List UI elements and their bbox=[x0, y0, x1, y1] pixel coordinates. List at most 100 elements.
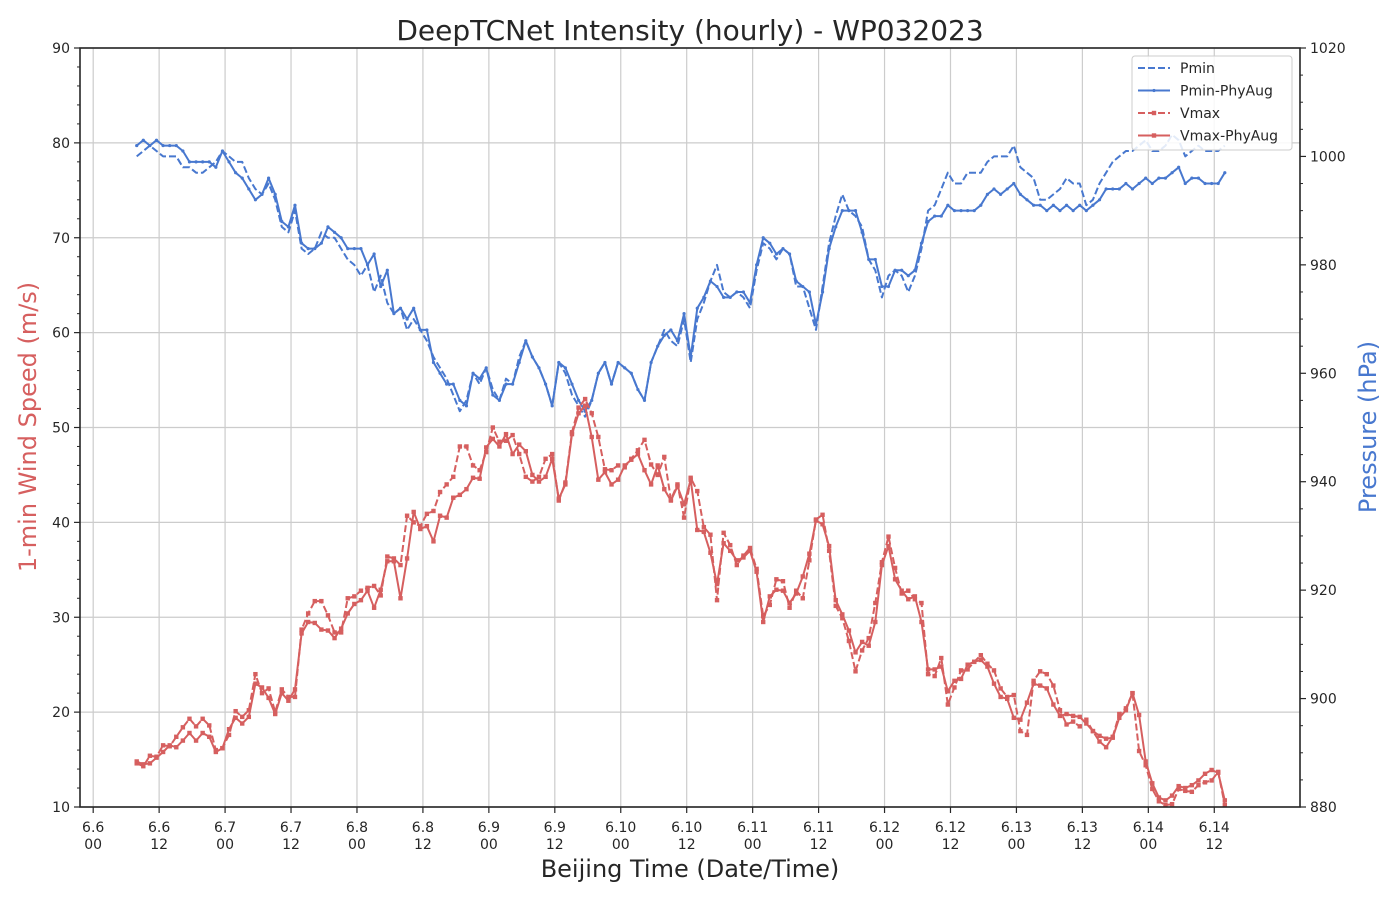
x-tick-label-hour: 00 bbox=[348, 837, 366, 853]
data-point bbox=[747, 545, 753, 551]
data-point bbox=[517, 442, 522, 447]
data-point bbox=[1031, 681, 1036, 686]
data-point bbox=[965, 662, 970, 667]
data-point bbox=[853, 650, 858, 655]
data-point bbox=[635, 448, 641, 453]
data-point bbox=[404, 513, 410, 518]
series-pmin bbox=[136, 133, 1226, 418]
data-point bbox=[1150, 786, 1155, 792]
data-point bbox=[233, 715, 238, 721]
x-tick-label-date: 6.13 bbox=[1067, 820, 1098, 836]
data-point bbox=[503, 438, 509, 443]
data-point bbox=[958, 676, 964, 682]
data-point bbox=[873, 257, 877, 262]
data-point bbox=[1150, 181, 1154, 186]
x-tick-label-date: 6.8 bbox=[412, 820, 434, 836]
data-point bbox=[135, 143, 139, 148]
data-point bbox=[385, 554, 390, 559]
data-point bbox=[609, 382, 614, 386]
data-point bbox=[662, 333, 666, 337]
data-point bbox=[398, 306, 403, 310]
data-point bbox=[880, 284, 884, 289]
data-point bbox=[431, 360, 436, 365]
data-point bbox=[629, 371, 633, 375]
data-point bbox=[715, 284, 719, 289]
data-point bbox=[662, 486, 667, 492]
data-point bbox=[939, 664, 944, 669]
data-point bbox=[365, 585, 370, 591]
data-point bbox=[991, 668, 997, 673]
data-point bbox=[194, 160, 198, 164]
data-point bbox=[167, 743, 172, 748]
data-point bbox=[220, 745, 225, 751]
data-point bbox=[398, 596, 403, 601]
data-point bbox=[503, 431, 509, 437]
data-point bbox=[767, 594, 772, 599]
data-point bbox=[853, 669, 858, 674]
data-point bbox=[543, 456, 548, 462]
data-point bbox=[636, 387, 640, 392]
data-point bbox=[358, 588, 364, 593]
x-tick-label-hour: 12 bbox=[1073, 837, 1091, 853]
x-tick-label-hour: 12 bbox=[678, 837, 696, 853]
legend-label: Pmin-PhyAug bbox=[1180, 84, 1273, 100]
data-point bbox=[246, 708, 252, 713]
data-point bbox=[800, 574, 805, 579]
right-y-tick-label: 880 bbox=[1310, 800, 1337, 816]
data-point bbox=[761, 619, 766, 625]
data-point bbox=[345, 611, 350, 616]
data-point bbox=[510, 451, 515, 457]
data-point bbox=[365, 263, 370, 267]
series-line-pmin-phyaug bbox=[136, 139, 1226, 413]
data-point bbox=[1103, 745, 1109, 750]
data-point bbox=[886, 284, 891, 289]
data-point bbox=[1064, 203, 1069, 207]
data-point bbox=[193, 724, 199, 729]
data-point bbox=[860, 230, 864, 234]
data-point bbox=[689, 355, 693, 359]
data-point bbox=[801, 284, 805, 289]
data-point bbox=[1156, 799, 1162, 804]
data-point bbox=[846, 628, 852, 633]
data-point bbox=[1216, 770, 1221, 776]
data-point bbox=[180, 738, 186, 743]
data-point bbox=[524, 339, 528, 343]
series-line-vmax-phyaug bbox=[136, 404, 1226, 802]
data-point bbox=[1011, 715, 1016, 721]
data-point bbox=[1011, 692, 1016, 698]
data-point bbox=[966, 209, 970, 213]
data-point bbox=[959, 209, 963, 213]
data-point bbox=[517, 451, 522, 457]
legend-marker bbox=[1151, 110, 1157, 116]
data-point bbox=[338, 630, 344, 635]
data-point bbox=[168, 143, 172, 148]
data-point bbox=[576, 411, 581, 416]
data-point bbox=[925, 667, 931, 672]
data-point bbox=[201, 160, 205, 164]
data-point bbox=[464, 444, 469, 449]
data-point bbox=[385, 559, 390, 564]
data-point bbox=[227, 160, 231, 164]
data-point bbox=[312, 620, 317, 626]
data-point bbox=[371, 583, 377, 589]
data-point bbox=[714, 581, 720, 587]
data-point bbox=[247, 187, 251, 191]
data-point bbox=[319, 598, 324, 604]
data-point bbox=[234, 171, 238, 175]
left-y-tick-label: 60 bbox=[52, 326, 70, 342]
data-point bbox=[352, 246, 356, 251]
data-point bbox=[174, 143, 178, 148]
data-point bbox=[728, 295, 732, 299]
data-point bbox=[305, 611, 311, 616]
data-point bbox=[451, 382, 455, 386]
data-point bbox=[1037, 683, 1043, 688]
data-point bbox=[418, 526, 423, 532]
data-point bbox=[418, 523, 423, 529]
data-point bbox=[978, 653, 984, 658]
data-point bbox=[326, 225, 330, 229]
data-point bbox=[669, 328, 673, 332]
data-point bbox=[722, 295, 726, 299]
x-tick-label-hour: 12 bbox=[546, 837, 564, 853]
data-point bbox=[1018, 192, 1022, 196]
